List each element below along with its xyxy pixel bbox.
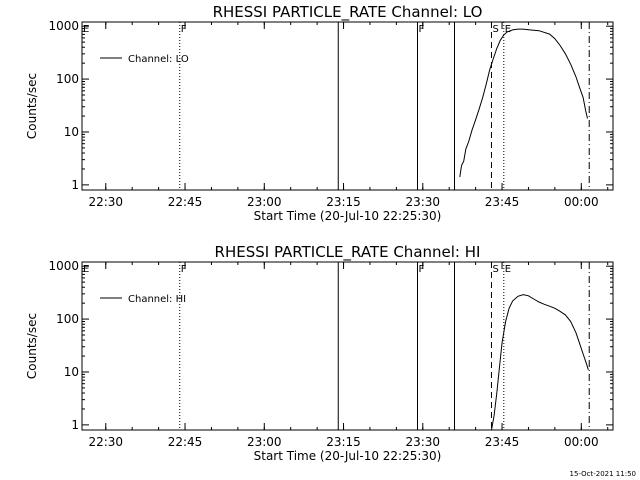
event-flag-label: S bbox=[492, 264, 498, 275]
event-flag-label: F bbox=[181, 264, 187, 275]
chart-title: RHESSI PARTICLE_RATE Channel: LO bbox=[213, 3, 483, 22]
y-tick-label: 10 bbox=[64, 125, 79, 139]
y-axis-label: Counts/sec bbox=[25, 73, 39, 139]
x-axis-label: Start Time (20-Jul-10 22:25:30) bbox=[254, 449, 442, 463]
footer-timestamp: 15-Oct-2021 11:50 bbox=[570, 470, 636, 478]
y-tick-label: 1000 bbox=[48, 19, 79, 33]
x-tick-label: 23:30 bbox=[405, 435, 440, 449]
x-tick-label: 22:45 bbox=[168, 435, 203, 449]
event-flag-label: F bbox=[419, 264, 425, 275]
series-line bbox=[492, 295, 589, 430]
x-tick-label: 00:00 bbox=[564, 435, 599, 449]
x-tick-label: 22:45 bbox=[168, 195, 203, 209]
y-tick-label: 1 bbox=[71, 178, 79, 192]
x-tick-label: 22:30 bbox=[88, 435, 123, 449]
x-tick-label: 23:15 bbox=[326, 195, 361, 209]
x-tick-label: 22:30 bbox=[88, 195, 123, 209]
lo-channel-panel: RHESSI PARTICLE_RATE Channel: LO 22:30 22:… bbox=[25, 3, 613, 223]
event-flag-label: F bbox=[419, 24, 425, 35]
x-tick-label: 23:30 bbox=[405, 195, 440, 209]
legend-label: Channel: LO bbox=[128, 54, 189, 65]
x-tick-label: 23:00 bbox=[247, 435, 282, 449]
chart-title: RHESSI PARTICLE_RATE Channel: HI bbox=[215, 243, 481, 262]
y-tick-label: 1 bbox=[71, 418, 79, 432]
y-tick-label: 10 bbox=[64, 365, 79, 379]
event-flag-label: S bbox=[492, 24, 498, 35]
y-tick-label: 100 bbox=[56, 72, 79, 86]
legend-label: Channel: HI bbox=[128, 294, 186, 305]
hi-channel-panel: RHESSI PARTICLE_RATE Channel: HI 22:30 22:… bbox=[25, 243, 613, 463]
event-flag-label: E bbox=[83, 24, 89, 35]
plot-frame bbox=[82, 262, 613, 430]
x-tick-label: 23:45 bbox=[485, 195, 520, 209]
x-tick-label: 23:00 bbox=[247, 195, 282, 209]
x-axis-label: Start Time (20-Jul-10 22:25:30) bbox=[254, 209, 442, 223]
event-flag-label: E bbox=[83, 264, 89, 275]
y-tick-label: 100 bbox=[56, 312, 79, 326]
x-tick-label: 23:45 bbox=[485, 435, 520, 449]
y-tick-label: 1000 bbox=[48, 259, 79, 273]
x-tick-label: 00:00 bbox=[564, 195, 599, 209]
series-line bbox=[460, 29, 588, 177]
plot-frame bbox=[82, 22, 613, 190]
x-tick-label: 23:15 bbox=[326, 435, 361, 449]
event-flag-label: E bbox=[505, 264, 511, 275]
event-flag-label: F bbox=[181, 24, 187, 35]
y-axis-label: Counts/sec bbox=[25, 313, 39, 379]
